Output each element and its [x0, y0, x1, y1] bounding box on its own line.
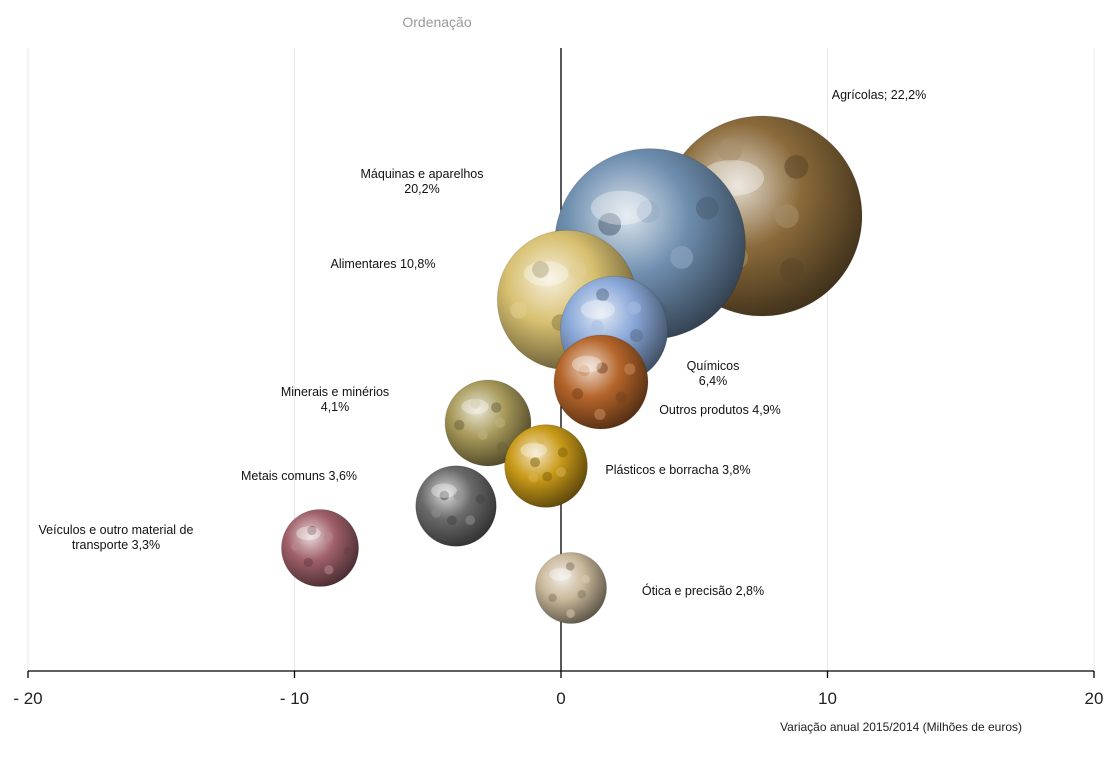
bubble-label-3: Químicos 6,4% [687, 359, 740, 388]
watch-bubble [534, 551, 608, 625]
x-tick-label-4: 20 [1085, 689, 1104, 708]
y-axis-label: Ordenação [402, 14, 471, 30]
bubble-labels: Agrícolas; 22,2% Máquinas e aparelhos 20,2… [39, 88, 927, 598]
cars-bubble [280, 508, 360, 588]
bubbles [280, 115, 863, 625]
x-tick-label-1: - 10 [280, 689, 309, 708]
bubble-label-1: Máquinas e aparelhos 20,2% [361, 167, 484, 196]
bubble-label-9: Ótica e precisão 2,8% [642, 583, 764, 598]
x-ticks: - 20 - 10 0 10 20 [13, 671, 1103, 708]
bubble-label-6: Plásticos e borracha 3,8% [605, 463, 750, 477]
mineral-bubble [444, 379, 532, 467]
bubble-label-4: Outros produtos 4,9% [659, 403, 781, 417]
bubble-label-0: Agrícolas; 22,2% [832, 88, 927, 102]
bubble-label-7: Metais comuns 3,6% [241, 469, 357, 483]
plastic-bubble [504, 424, 588, 508]
x-tick-label-2: 0 [556, 689, 565, 708]
bubble-label-2: Alimentares 10,8% [331, 257, 436, 271]
gears-bubble [415, 465, 497, 547]
x-axis-label: Variação anual 2015/2014 (Milhões de eur… [780, 720, 1022, 734]
bubble-label-5: Minerais e minérios 4,1% [281, 385, 389, 414]
x-tick-label-0: - 20 [13, 689, 42, 708]
box-bubble [553, 334, 649, 430]
x-tick-label-3: 10 [818, 689, 837, 708]
bubble-label-8: Veículos e outro material de transporte 3… [39, 523, 194, 552]
